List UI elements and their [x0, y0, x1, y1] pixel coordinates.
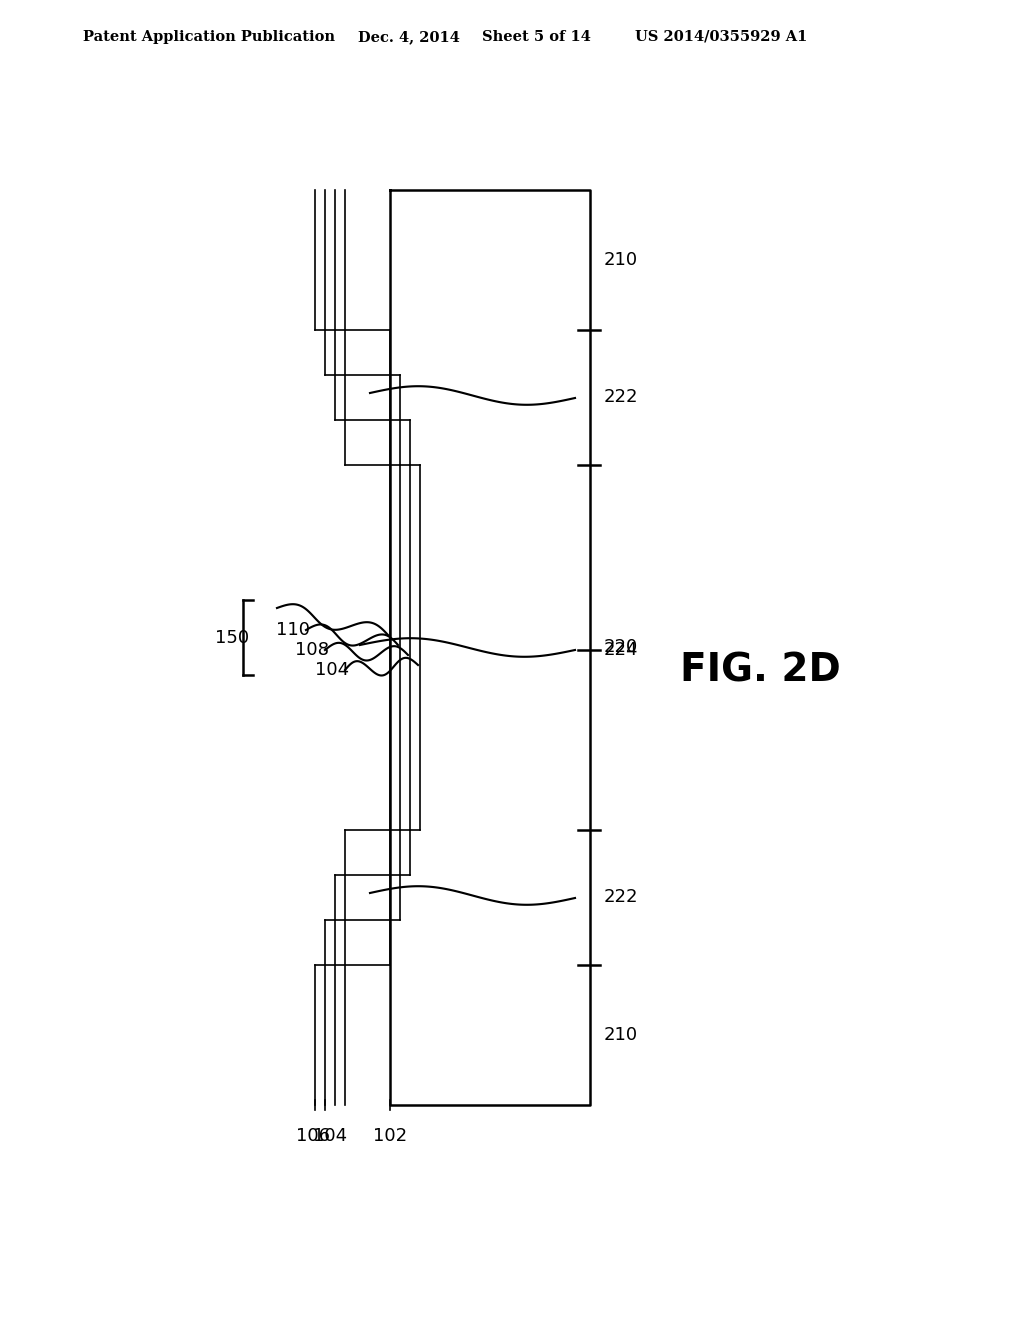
Text: Sheet 5 of 14: Sheet 5 of 14 [482, 30, 591, 44]
Text: 104: 104 [313, 1127, 347, 1144]
Text: 110: 110 [276, 620, 310, 639]
Text: 102: 102 [373, 1127, 408, 1144]
Text: US 2014/0355929 A1: US 2014/0355929 A1 [635, 30, 807, 44]
Text: 222: 222 [604, 888, 639, 907]
Text: 210: 210 [604, 251, 638, 269]
Text: FIG. 2D: FIG. 2D [680, 651, 841, 689]
Text: 220: 220 [604, 639, 638, 656]
Text: 222: 222 [604, 388, 639, 407]
Text: 150: 150 [215, 630, 249, 647]
Text: 108: 108 [295, 642, 329, 659]
Text: 104: 104 [315, 661, 349, 678]
Text: 210: 210 [604, 1026, 638, 1044]
Text: 224: 224 [604, 642, 639, 659]
Text: Patent Application Publication: Patent Application Publication [83, 30, 335, 44]
Text: 106: 106 [296, 1127, 330, 1144]
Text: Dec. 4, 2014: Dec. 4, 2014 [358, 30, 460, 44]
